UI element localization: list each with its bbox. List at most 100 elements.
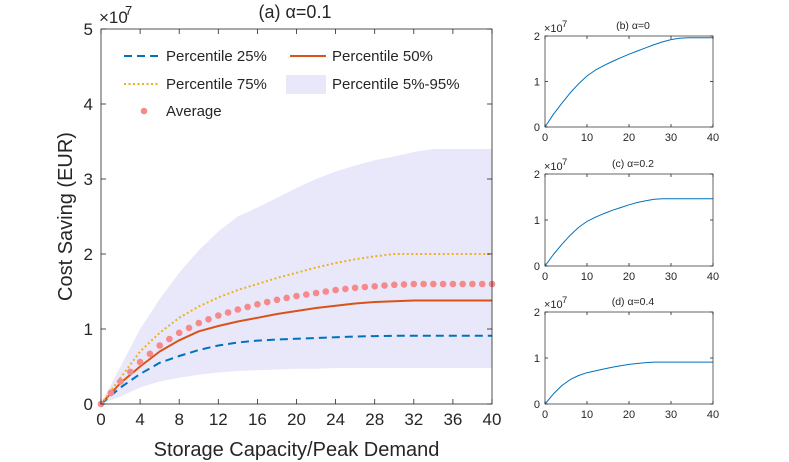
x-axis-label: Storage Capacity/Peak Demand bbox=[154, 439, 440, 461]
average-marker bbox=[439, 280, 447, 288]
percentile-5-95-band bbox=[101, 149, 492, 404]
average-marker bbox=[166, 335, 173, 343]
y-exponent-power: 7 bbox=[562, 157, 567, 168]
y-tick-label: 0 bbox=[534, 122, 540, 134]
x-tick-label: 36 bbox=[443, 410, 462, 429]
y-exponent-power: 7 bbox=[562, 19, 567, 30]
average-marker bbox=[136, 358, 144, 366]
y-tick-label: 5 bbox=[84, 20, 93, 39]
series-percentile-25-line bbox=[100, 334, 492, 405]
average-marker bbox=[117, 378, 124, 385]
legend-label: Percentile 5%-95% bbox=[332, 76, 460, 93]
x-tick-label: 40 bbox=[707, 271, 719, 283]
legend-entry: Percentile 25% bbox=[124, 48, 267, 65]
y-tick-label: 0 bbox=[534, 261, 540, 273]
average-marker bbox=[332, 286, 339, 294]
average-marker bbox=[244, 303, 251, 311]
y-tick-label: 3 bbox=[84, 170, 93, 189]
x-tick-label: 40 bbox=[707, 132, 719, 144]
legend-label: Average bbox=[166, 103, 222, 120]
series-average-line bbox=[544, 361, 713, 405]
y-exponent-power: 7 bbox=[125, 3, 132, 18]
average-marker bbox=[351, 284, 359, 292]
axes-box bbox=[544, 35, 714, 128]
legend-entry: Average bbox=[140, 103, 222, 120]
y-axis-label: Cost Saving (EUR) bbox=[55, 132, 77, 301]
axes-box bbox=[544, 173, 714, 267]
x-tick-label: 0 bbox=[542, 409, 548, 421]
average-marker bbox=[342, 285, 349, 293]
y-tick-label: 1 bbox=[534, 215, 540, 227]
chart-title: (b) α=0 bbox=[616, 20, 650, 32]
y-exponent-multiplier: ×10 bbox=[544, 23, 563, 35]
average-marker bbox=[449, 280, 457, 288]
y-tick-label: 2 bbox=[534, 307, 540, 319]
average-marker bbox=[459, 280, 467, 288]
series-percentile-50-line bbox=[100, 299, 492, 405]
legend-entry: Percentile 50% bbox=[290, 48, 433, 65]
legend-entry: Percentile 75% bbox=[124, 76, 267, 93]
chart-c: 0 10 20 30 40 0 1 2 ×10 7 (c) α=0.2 bbox=[534, 157, 719, 283]
series-average-line bbox=[544, 37, 713, 128]
average-marker bbox=[391, 281, 398, 289]
average-marker bbox=[420, 280, 427, 288]
average-marker bbox=[175, 329, 183, 337]
y-tick-label: 2 bbox=[84, 245, 93, 264]
y-exponent-power: 7 bbox=[562, 295, 567, 306]
legend-label: Percentile 50% bbox=[332, 48, 433, 65]
average-marker bbox=[185, 324, 193, 332]
average-marker bbox=[430, 280, 437, 288]
average-marker bbox=[283, 294, 291, 302]
x-tick-label: 40 bbox=[707, 409, 719, 421]
chart-b: 0 10 20 30 40 0 1 2 ×10 7 (b) α=0 bbox=[534, 19, 719, 144]
average-marker bbox=[303, 291, 310, 298]
y-tick-label: 0 bbox=[84, 395, 93, 414]
average-marker bbox=[478, 280, 486, 288]
legend-swatch-marker bbox=[140, 107, 148, 115]
series-average-line bbox=[544, 198, 713, 267]
chart-d: 0 10 20 30 40 0 1 2 ×10 7 (d) α=0.4 bbox=[534, 295, 719, 421]
x-tick-label: 10 bbox=[581, 132, 593, 144]
x-tick-label: 20 bbox=[287, 410, 306, 429]
average-marker bbox=[224, 309, 232, 316]
series-percentile-75-line bbox=[100, 253, 492, 405]
y-tick-label: 0 bbox=[534, 399, 540, 411]
chart-title: (a) α=0.1 bbox=[259, 2, 332, 22]
series-average bbox=[97, 280, 496, 408]
average-marker bbox=[107, 389, 115, 397]
x-tick-label: 30 bbox=[665, 132, 677, 144]
x-tick-label: 10 bbox=[581, 409, 593, 421]
average-marker bbox=[361, 283, 369, 291]
legend-label: Percentile 75% bbox=[166, 76, 267, 93]
average-marker bbox=[410, 280, 418, 288]
average-marker bbox=[312, 289, 320, 297]
average-marker bbox=[156, 342, 163, 349]
x-tick-label: 20 bbox=[623, 409, 635, 421]
average-marker bbox=[469, 280, 476, 288]
y-tick-label: 1 bbox=[534, 77, 540, 89]
y-exponent-multiplier: ×10 bbox=[544, 299, 563, 311]
x-tick-label: 8 bbox=[174, 410, 183, 429]
x-tick-label: 32 bbox=[404, 410, 423, 429]
y-tick-label: 1 bbox=[84, 320, 93, 339]
chart-title: (c) α=0.2 bbox=[612, 158, 654, 170]
average-marker bbox=[215, 312, 222, 319]
x-tick-label: 30 bbox=[665, 271, 677, 283]
legend: Percentile 25% Percentile 50% Percentile 7… bbox=[124, 48, 460, 120]
y-tick-label: 2 bbox=[534, 169, 540, 181]
average-marker bbox=[273, 296, 281, 304]
x-tick-label: 0 bbox=[542, 271, 548, 283]
x-tick-label: 16 bbox=[248, 410, 267, 429]
average-marker bbox=[322, 288, 330, 295]
y-tick-label: 2 bbox=[534, 31, 540, 43]
average-marker bbox=[400, 281, 408, 288]
average-marker bbox=[263, 298, 271, 306]
x-tick-label: 28 bbox=[365, 410, 384, 429]
x-tick-label: 20 bbox=[623, 271, 635, 283]
average-marker bbox=[146, 350, 154, 358]
x-tick-label: 0 bbox=[542, 132, 548, 144]
average-marker bbox=[254, 301, 261, 308]
chart-title: (d) α=0.4 bbox=[612, 296, 655, 308]
